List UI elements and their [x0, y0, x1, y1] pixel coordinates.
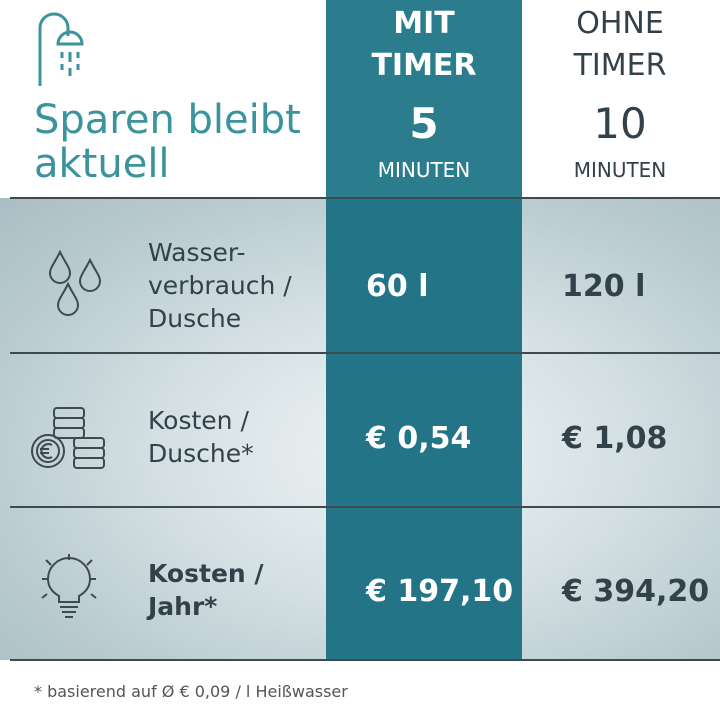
- column-label: OHNE: [576, 6, 664, 41]
- shower-icon: [38, 12, 84, 86]
- footnote: * basierend auf Ø € 0,09 / l Heißwasser: [34, 682, 348, 701]
- row-label: Dusche: [148, 303, 242, 333]
- row-separator: [10, 506, 720, 508]
- cell-value: € 394,20: [562, 574, 710, 609]
- column-label: TIMER: [371, 48, 477, 83]
- row-label: Wasser-: [148, 237, 246, 267]
- row-label: Jahr*: [148, 592, 218, 621]
- cell-value: € 1,08: [562, 421, 668, 456]
- row-separator: [10, 352, 720, 354]
- highlight-overlay: [326, 198, 522, 660]
- column-label: MIT: [393, 6, 455, 41]
- row-separator: [10, 197, 720, 199]
- bulb-icon: [41, 554, 97, 618]
- coins-icon: [31, 407, 105, 469]
- cell-value: € 0,54: [366, 421, 472, 456]
- column-unit: MINUTEN: [377, 158, 471, 182]
- cell-value: 60 l: [366, 269, 429, 304]
- column-number: 5: [409, 99, 439, 148]
- cell-value: 120 l: [562, 269, 646, 304]
- row-label: Kosten /: [148, 406, 249, 435]
- title: Sparen bleibt: [34, 97, 301, 143]
- title: aktuell: [34, 141, 170, 187]
- drops-icon: [48, 249, 102, 316]
- cell-value: € 197,10: [366, 574, 514, 609]
- row-label: verbrauch /: [148, 270, 292, 300]
- row-label: Dusche*: [148, 439, 254, 468]
- row-label: Kosten /: [148, 559, 264, 588]
- row-separator: [10, 659, 720, 661]
- column-label: TIMER: [573, 48, 667, 83]
- column-unit: MINUTEN: [573, 158, 667, 182]
- column-number: 10: [593, 99, 647, 148]
